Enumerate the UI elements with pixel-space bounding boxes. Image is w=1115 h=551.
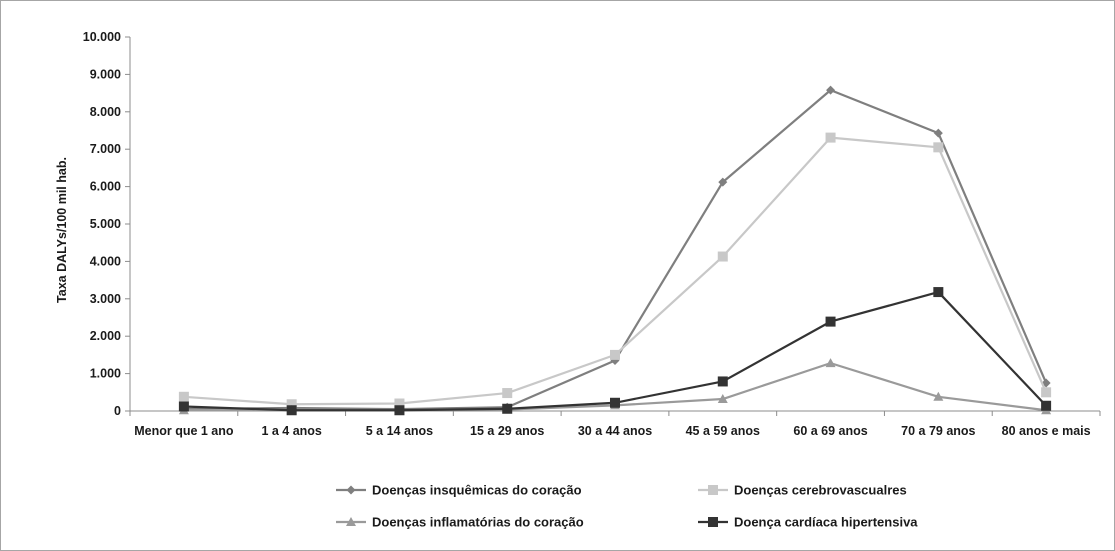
data-point bbox=[825, 316, 836, 327]
y-tick-label: 3.000 bbox=[90, 292, 121, 306]
legend-label: Doenças cerebrovascualres bbox=[734, 483, 907, 498]
y-tick-label: 1.000 bbox=[90, 367, 121, 381]
legend-label: Doença cardíaca hipertensiva bbox=[734, 515, 918, 530]
data-point bbox=[717, 251, 728, 262]
data-point bbox=[933, 287, 944, 298]
data-point bbox=[394, 405, 405, 416]
data-point bbox=[1041, 400, 1052, 411]
x-tick-labels: Menor que 1 ano 1 a 4 anos 5 a 14 anos 15 a… bbox=[129, 411, 1101, 438]
y-tick-labels: 0 1.000 2.000 3.000 4.000 5.000 6.000 7.000 8.00… bbox=[83, 30, 130, 418]
legend-label: Doenças inflamatórias do coração bbox=[372, 515, 584, 530]
y-tick-label: 7.000 bbox=[90, 142, 121, 156]
series-1 bbox=[179, 85, 1051, 414]
x-tick-label: Menor que 1 ano bbox=[134, 424, 234, 438]
data-point bbox=[502, 388, 513, 399]
x-tick-label: 5 a 14 anos bbox=[366, 424, 433, 438]
y-tick-label: 8.000 bbox=[90, 105, 121, 119]
series-2 bbox=[178, 132, 1052, 410]
x-tick-label: 80 anos e mais bbox=[1002, 424, 1091, 438]
y-tick-label: 10.000 bbox=[83, 30, 121, 44]
data-point bbox=[718, 177, 728, 187]
data-point bbox=[502, 403, 513, 414]
x-tick-label: 15 a 29 anos bbox=[470, 424, 544, 438]
legend-item: Doenças cerebrovascualres bbox=[698, 483, 907, 498]
data-point bbox=[933, 142, 944, 153]
data-point bbox=[826, 85, 836, 95]
data-point bbox=[825, 358, 836, 368]
data-point bbox=[178, 401, 189, 412]
y-tick-label: 0 bbox=[114, 404, 121, 418]
data-point bbox=[610, 349, 620, 360]
series-4 bbox=[178, 287, 1052, 416]
legend-item: Doença cardíaca hipertensiva bbox=[698, 515, 918, 530]
legend-marker bbox=[708, 485, 718, 495]
legend-marker bbox=[346, 485, 356, 495]
y-tick-label: 6.000 bbox=[90, 180, 121, 194]
y-axis-label: Taxa DALYs/100 mil hab. bbox=[55, 157, 69, 303]
data-point bbox=[933, 391, 944, 401]
y-tick-label: 5.000 bbox=[90, 217, 121, 231]
data-point bbox=[1041, 387, 1052, 398]
x-tick-label: 60 a 69 anos bbox=[793, 424, 867, 438]
x-tick-label: 30 a 44 anos bbox=[578, 424, 652, 438]
legend-marker bbox=[346, 517, 356, 526]
legend-marker bbox=[708, 517, 718, 527]
y-tick-label: 9.000 bbox=[90, 67, 121, 81]
x-tick-label: 70 a 79 anos bbox=[901, 424, 975, 438]
data-point bbox=[394, 398, 405, 409]
data-point bbox=[286, 399, 297, 410]
data-point bbox=[610, 397, 620, 408]
x-tick-label: 1 a 4 anos bbox=[261, 424, 321, 438]
legend-item: Doenças inflamatórias do coração bbox=[336, 515, 584, 530]
legend-item: Doenças insquêmicas do coração bbox=[336, 483, 582, 498]
data-point bbox=[286, 405, 297, 416]
data-point bbox=[717, 376, 728, 387]
data-point bbox=[825, 132, 836, 143]
series-group bbox=[178, 85, 1052, 416]
y-tick-label: 4.000 bbox=[90, 254, 121, 268]
data-point bbox=[178, 391, 189, 402]
data-point bbox=[933, 128, 943, 138]
y-tick-label: 2.000 bbox=[90, 329, 121, 343]
data-point bbox=[717, 394, 728, 404]
legend: Doenças insquêmicas do coração Doenças ce… bbox=[336, 483, 918, 530]
x-tick-label: 45 a 59 anos bbox=[686, 424, 760, 438]
legend-label: Doenças insquêmicas do coração bbox=[372, 483, 582, 498]
